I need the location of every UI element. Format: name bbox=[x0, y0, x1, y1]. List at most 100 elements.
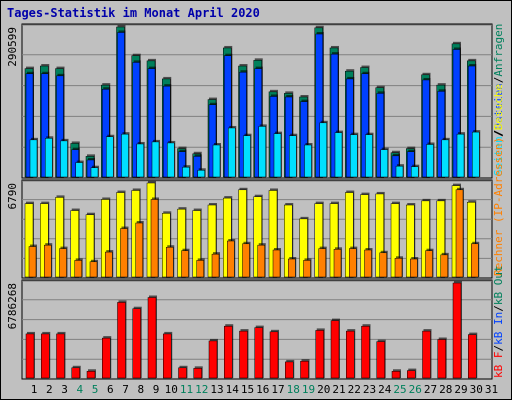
x-tick-label: 18 bbox=[287, 383, 300, 396]
bar-sites-day-20 bbox=[318, 248, 326, 278]
bar-kb-day-28 bbox=[437, 339, 446, 379]
legend-sep: / bbox=[492, 345, 505, 352]
x-tick-label: 30 bbox=[470, 383, 483, 396]
bar-pages-day-18 bbox=[289, 135, 297, 178]
bar-files-day-30 bbox=[468, 65, 476, 178]
x-tick-label: 28 bbox=[439, 383, 452, 396]
x-tick-label: 11 bbox=[180, 383, 193, 396]
bar-sites-day-27 bbox=[425, 250, 433, 278]
legend-visits: Besuche bbox=[492, 84, 505, 130]
bar-kb-day-6 bbox=[102, 337, 111, 379]
y-max-label-0: 290599 bbox=[6, 27, 19, 67]
bar-kb-day-14 bbox=[224, 325, 233, 379]
legend-kb-f: kB F bbox=[492, 352, 505, 379]
bar-kb-day-2 bbox=[41, 333, 50, 379]
bar-kb-day-22 bbox=[346, 330, 355, 379]
bar-files-day-11 bbox=[178, 151, 186, 178]
bar-files-day-21 bbox=[330, 53, 339, 178]
bar-kb-day-10 bbox=[163, 333, 172, 379]
x-tick-label: 29 bbox=[454, 383, 467, 396]
bar-files-day-3 bbox=[56, 75, 64, 178]
bar-pages-day-13 bbox=[212, 144, 221, 178]
bar-sites-day-24 bbox=[379, 252, 387, 278]
x-tick-label: 22 bbox=[348, 383, 361, 396]
x-tick-label: 13 bbox=[210, 383, 223, 396]
x-tick-label: 20 bbox=[317, 383, 330, 396]
bar-files-day-8 bbox=[132, 62, 140, 178]
bar-files-day-2 bbox=[41, 73, 49, 178]
bar-kb-day-12 bbox=[193, 368, 202, 379]
bar-files-day-27 bbox=[422, 79, 430, 178]
legend-kb-in: kB In bbox=[492, 312, 505, 345]
bar-kb-day-9 bbox=[147, 297, 157, 379]
bar-sites-day-1 bbox=[28, 246, 37, 278]
bar-pages-day-1 bbox=[29, 139, 38, 178]
x-tick-label: 15 bbox=[241, 383, 254, 396]
bar-pages-day-17 bbox=[273, 133, 282, 178]
y-max-label-1: 6790 bbox=[6, 183, 19, 210]
bar-kb-day-1 bbox=[25, 333, 35, 379]
bar-files-day-24 bbox=[376, 93, 384, 178]
x-tick-label: 14 bbox=[226, 383, 240, 396]
bar-sites-day-11 bbox=[181, 250, 189, 278]
bar-sites-day-17 bbox=[272, 249, 281, 278]
bar-sites-day-28 bbox=[440, 254, 448, 278]
bar-pages-day-27 bbox=[426, 144, 434, 178]
bar-kb-day-23 bbox=[361, 325, 370, 379]
bar-pages-day-9 bbox=[151, 141, 160, 178]
legend-kb-out: kB Out bbox=[492, 265, 505, 305]
x-tick-label: 9 bbox=[153, 383, 160, 396]
bar-sites-day-16 bbox=[257, 244, 265, 278]
bar-pages-day-29 bbox=[456, 133, 465, 178]
bar-files-day-12 bbox=[193, 156, 201, 178]
bar-kb-day-15 bbox=[239, 330, 248, 379]
x-tick-label: 6 bbox=[107, 383, 114, 396]
legend-pages: Seiten bbox=[492, 136, 505, 176]
bar-sites-day-21 bbox=[333, 249, 342, 278]
legend-top: Seiten/Dateien/Anfragen bbox=[492, 24, 505, 176]
legend-middle: Rechner (IP-Adressen)/Besuche bbox=[492, 84, 505, 276]
bar-kb-day-17 bbox=[269, 331, 279, 379]
bar-pages-day-10 bbox=[167, 142, 175, 178]
bar-files-day-14 bbox=[224, 55, 232, 178]
bar-sites-day-5 bbox=[89, 261, 98, 278]
bar-sites-day-10 bbox=[166, 246, 174, 278]
x-tick-label: 23 bbox=[363, 383, 376, 396]
bar-pages-day-20 bbox=[319, 122, 327, 178]
bar-pages-day-11 bbox=[182, 166, 190, 178]
bar-kb-day-16 bbox=[254, 327, 263, 379]
bar-pages-day-14 bbox=[228, 127, 236, 178]
bar-files-day-23 bbox=[361, 73, 369, 178]
bar-pages-day-15 bbox=[243, 135, 251, 178]
bar-files-day-29 bbox=[452, 49, 461, 178]
x-tick-label: 5 bbox=[92, 383, 99, 396]
bar-pages-day-21 bbox=[334, 132, 343, 178]
bar-sites-day-4 bbox=[74, 260, 82, 278]
bar-sites-day-18 bbox=[288, 258, 296, 278]
bar-kb-day-25 bbox=[391, 371, 401, 379]
x-tick-label: 8 bbox=[137, 383, 144, 396]
bar-kb-day-27 bbox=[422, 330, 431, 379]
bar-sites-day-30 bbox=[471, 243, 479, 278]
bar-kb-day-21 bbox=[330, 320, 340, 379]
x-tick-label: 1 bbox=[31, 383, 38, 396]
bar-pages-day-2 bbox=[45, 138, 53, 178]
legend-bottom: kB F/kB In/kB Out bbox=[492, 265, 505, 378]
bar-files-day-7 bbox=[117, 32, 125, 178]
x-tick-label: 3 bbox=[61, 383, 68, 396]
y-max-label-2: 6786268 bbox=[6, 283, 19, 329]
bar-sites-day-2 bbox=[44, 244, 52, 278]
bar-files-day-6 bbox=[102, 89, 110, 178]
bar-kb-day-13 bbox=[208, 340, 218, 379]
bar-sites-day-14 bbox=[227, 240, 235, 278]
bar-pages-day-4 bbox=[75, 162, 83, 178]
bar-sites-day-13 bbox=[211, 253, 220, 278]
x-tick-label: 16 bbox=[256, 383, 269, 396]
bar-sites-day-19 bbox=[303, 260, 311, 278]
bar-pages-day-28 bbox=[441, 139, 449, 178]
bar-kb-day-20 bbox=[315, 330, 324, 379]
x-tick-label: 12 bbox=[195, 383, 208, 396]
bar-pages-day-30 bbox=[472, 131, 480, 178]
bar-pages-day-5 bbox=[90, 167, 99, 178]
x-tick-label: 27 bbox=[424, 383, 437, 396]
